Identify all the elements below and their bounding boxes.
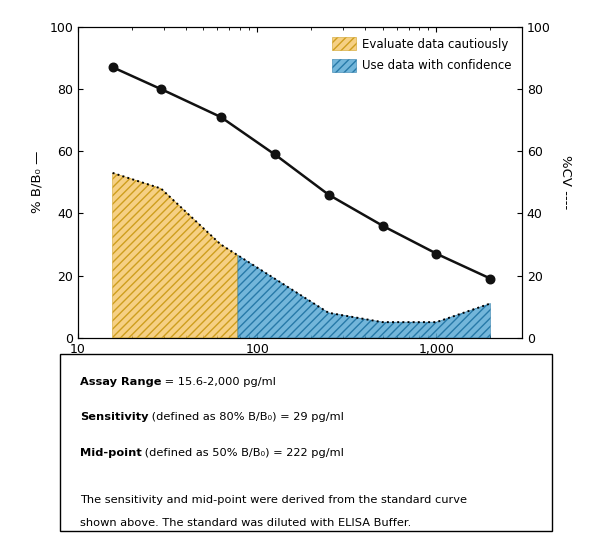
Point (378, 221, 388, 230)
Y-axis label: % B/B₀ —: % B/B₀ — (31, 151, 44, 213)
Text: Sensitivity: Sensitivity (80, 412, 148, 422)
Text: (defined as 80% B/B₀) = 29 pg/ml: (defined as 80% B/B₀) = 29 pg/ml (148, 412, 344, 422)
Text: Assay Range: Assay Range (80, 377, 161, 387)
Point (108, 63, 118, 71)
Text: shown above. The standard was diluted with ELISA Buffer.: shown above. The standard was diluted wi… (80, 518, 411, 528)
X-axis label: Prostaglandin (pg/ml): Prostaglandin (pg/ml) (215, 361, 385, 375)
Text: The sensitivity and mid-point were derived from the standard curve: The sensitivity and mid-point were deriv… (80, 495, 467, 505)
Point (324, 190, 334, 199)
Legend: Evaluate data cautiously, Use data with confidence: Evaluate data cautiously, Use data with … (328, 33, 516, 77)
Point (431, 249, 441, 258)
Y-axis label: %CV ----: %CV ---- (559, 155, 572, 210)
Point (485, 274, 495, 283)
Point (216, 113, 226, 121)
FancyBboxPatch shape (60, 354, 552, 531)
Text: Mid-point: Mid-point (80, 448, 142, 458)
Text: (defined as 50% B/B₀) = 222 pg/ml: (defined as 50% B/B₀) = 222 pg/ml (142, 448, 344, 458)
Point (270, 150, 280, 159)
Point (156, 85, 166, 93)
Text: = 15.6-2,000 pg/ml: = 15.6-2,000 pg/ml (161, 377, 276, 387)
